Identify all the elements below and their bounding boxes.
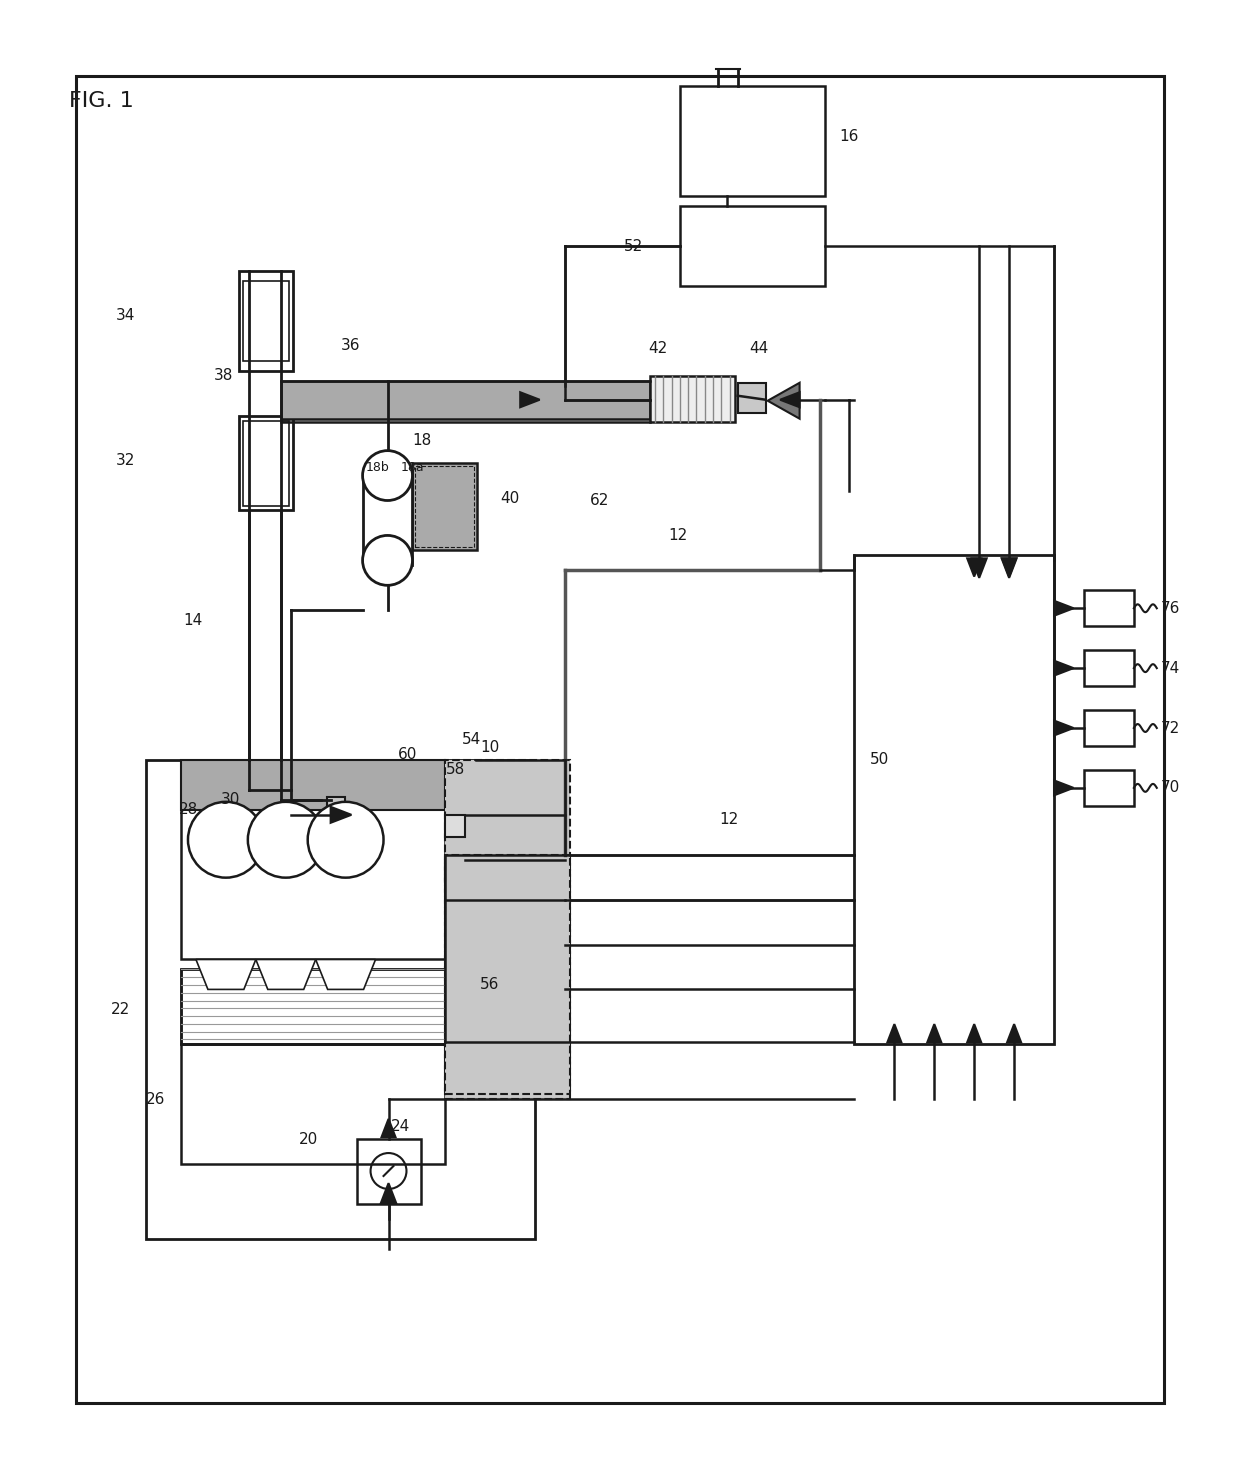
Bar	[239, 415, 293, 510]
Polygon shape	[928, 1024, 941, 1042]
Bar	[280, 380, 650, 418]
Text: 10: 10	[480, 740, 500, 756]
Polygon shape	[521, 392, 539, 407]
Text: 26: 26	[146, 1091, 165, 1107]
Text: 14: 14	[184, 613, 202, 628]
Bar	[1084, 710, 1133, 746]
Bar	[445, 855, 570, 1094]
Text: 30: 30	[221, 793, 241, 807]
Text: 44: 44	[750, 341, 769, 357]
Text: 76: 76	[1161, 600, 1180, 616]
Text: 52: 52	[624, 239, 644, 254]
Text: 34: 34	[117, 309, 135, 323]
Text: 28: 28	[179, 803, 198, 817]
Polygon shape	[255, 960, 316, 989]
Polygon shape	[1054, 781, 1074, 796]
Polygon shape	[1054, 600, 1074, 616]
Bar	[181, 969, 445, 1045]
Polygon shape	[972, 558, 987, 578]
Bar	[680, 86, 825, 197]
Text: 16: 16	[839, 128, 859, 144]
Text: 72: 72	[1161, 721, 1180, 736]
Bar	[146, 761, 536, 1238]
Polygon shape	[1007, 1024, 1021, 1042]
Text: 22: 22	[112, 1002, 130, 1017]
Bar	[362, 471, 413, 565]
Text: 12: 12	[719, 813, 739, 828]
Circle shape	[308, 801, 383, 877]
Bar	[650, 376, 735, 421]
Text: FIG. 1: FIG. 1	[69, 92, 134, 111]
Bar	[357, 1139, 422, 1203]
Bar	[1084, 650, 1133, 686]
Text: 18: 18	[413, 433, 432, 449]
Polygon shape	[967, 1024, 981, 1042]
Text: 40: 40	[500, 491, 520, 506]
Bar	[243, 281, 289, 361]
Polygon shape	[768, 383, 800, 418]
Bar	[76, 76, 1164, 1403]
Text: 74: 74	[1161, 660, 1180, 676]
Polygon shape	[196, 960, 255, 989]
Polygon shape	[967, 558, 981, 577]
Polygon shape	[1054, 660, 1074, 676]
Bar	[1084, 590, 1133, 627]
Circle shape	[362, 535, 413, 586]
Polygon shape	[381, 1183, 397, 1203]
Bar	[415, 466, 475, 548]
Polygon shape	[1002, 558, 1017, 578]
Bar	[680, 207, 825, 286]
Bar	[243, 421, 289, 506]
Text: 24: 24	[391, 1119, 409, 1134]
Text: 32: 32	[117, 453, 135, 468]
Text: 56: 56	[480, 978, 500, 992]
Circle shape	[362, 450, 413, 501]
Polygon shape	[316, 960, 376, 989]
Polygon shape	[382, 1119, 396, 1136]
Polygon shape	[888, 1024, 901, 1042]
Polygon shape	[1054, 721, 1074, 736]
Text: 12: 12	[668, 527, 687, 543]
Bar	[181, 969, 445, 1045]
Text: 36: 36	[341, 338, 360, 354]
Bar	[239, 271, 293, 370]
Bar	[181, 761, 445, 960]
Bar	[1084, 769, 1133, 806]
Text: 18a: 18a	[401, 460, 424, 474]
Polygon shape	[331, 807, 351, 823]
Text: 20: 20	[299, 1132, 317, 1147]
Text: 54: 54	[463, 733, 481, 747]
Text: 62: 62	[590, 492, 609, 508]
Bar	[738, 383, 765, 412]
Text: 42: 42	[649, 341, 667, 357]
Circle shape	[188, 801, 264, 877]
Text: 58: 58	[445, 762, 465, 778]
Text: 60: 60	[398, 747, 417, 762]
Polygon shape	[1002, 558, 1016, 577]
Text: 38: 38	[215, 369, 233, 383]
Bar	[326, 797, 345, 819]
Circle shape	[248, 801, 324, 877]
Text: 18b: 18b	[366, 460, 389, 474]
Bar	[413, 462, 477, 551]
Text: 50: 50	[869, 752, 889, 768]
Bar	[854, 555, 1054, 1045]
Text: 70: 70	[1161, 781, 1180, 796]
Bar	[181, 1045, 445, 1164]
Bar	[445, 860, 465, 881]
Bar	[181, 761, 445, 810]
Bar	[445, 814, 465, 836]
Polygon shape	[780, 392, 800, 407]
Bar	[445, 761, 570, 1099]
